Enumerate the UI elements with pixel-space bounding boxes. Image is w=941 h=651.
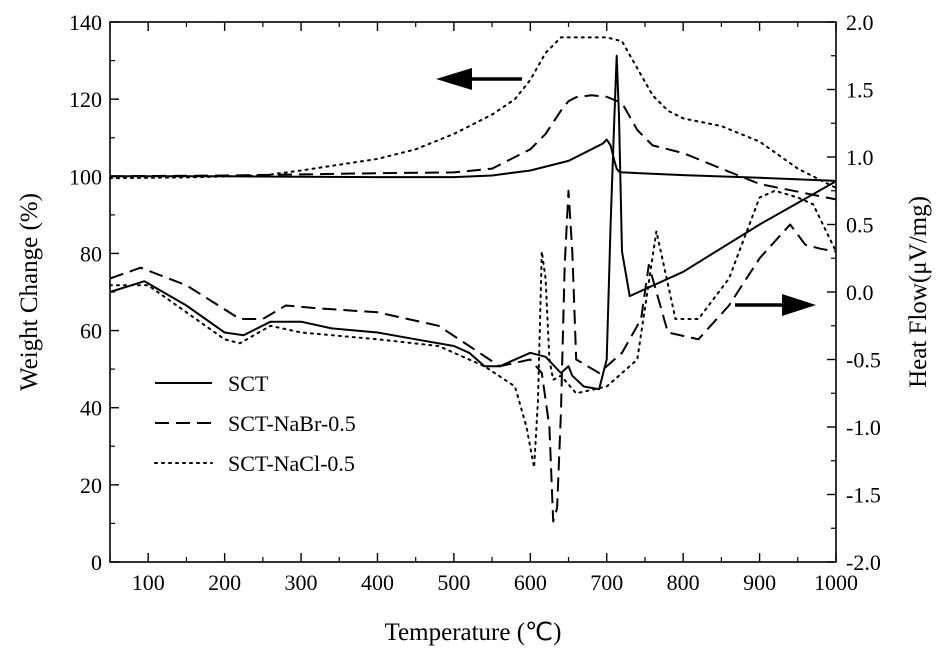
arrow-left-annotation <box>436 68 522 90</box>
left-y-tick-label: 0 <box>91 550 102 575</box>
legend-label: SCT-NaBr-0.5 <box>228 411 356 436</box>
tg-curve-sct-nacl-0-5 <box>109 36 837 189</box>
right-y-tick-label: -2.0 <box>846 550 881 575</box>
x-tick-label: 900 <box>743 570 776 595</box>
axis-ticks: 100 200 300 400 500 600 700 800 900 1000 0 20 40 60 80… <box>69 10 881 595</box>
left-y-tick-label: 120 <box>69 87 102 112</box>
left-y-tick-label: 140 <box>69 10 102 35</box>
left-y-tick-label: 20 <box>80 473 102 498</box>
dta-curve-sct <box>109 54 837 391</box>
arrow-right-annotation <box>735 294 816 316</box>
right-y-tick-label: 2.0 <box>846 10 874 35</box>
left-y-tick-label: 60 <box>80 319 102 344</box>
x-tick-label: 200 <box>208 570 241 595</box>
plot-frame <box>109 21 837 563</box>
x-tick-label: 1000 <box>814 570 858 595</box>
legend-label: SCT <box>228 371 269 396</box>
tg-curve-sct <box>110 138 837 182</box>
left-y-axis-title: Weight Change (%) <box>16 193 43 391</box>
x-tick-label: 700 <box>590 570 623 595</box>
x-tick-label: 600 <box>514 570 547 595</box>
left-y-tick-label: 80 <box>80 241 102 266</box>
right-y-tick-label: -1.0 <box>846 415 881 440</box>
right-y-tick-label: -1.5 <box>846 483 881 508</box>
x-tick-label: 100 <box>132 570 165 595</box>
tg-curve-sct-nabr-0-5 <box>109 94 837 201</box>
series-layer <box>109 36 837 523</box>
right-y-tick-label: 0.0 <box>846 280 874 305</box>
left-y-tick-label: 100 <box>69 164 102 189</box>
x-tick-label: 400 <box>361 570 394 595</box>
right-y-tick-label: 1.0 <box>846 145 874 170</box>
right-y-axis-title: Heat Flow(μV/mg) <box>905 196 932 388</box>
x-tick-label: 800 <box>667 570 700 595</box>
right-y-tick-label: 0.5 <box>846 213 874 238</box>
right-y-tick-label: 1.5 <box>846 78 874 103</box>
x-axis-title: Temperature (℃) <box>385 619 562 646</box>
legend-label: SCT-NaCl-0.5 <box>228 451 355 476</box>
dta-curve-sct-nacl-0-5 <box>109 189 837 469</box>
left-y-tick-label: 40 <box>80 396 102 421</box>
right-y-tick-label: -0.5 <box>846 348 881 373</box>
x-tick-label: 500 <box>437 570 470 595</box>
legend: SCT SCT-NaBr-0.5 SCT-NaCl-0.5 <box>154 371 356 476</box>
x-tick-label: 300 <box>285 570 318 595</box>
